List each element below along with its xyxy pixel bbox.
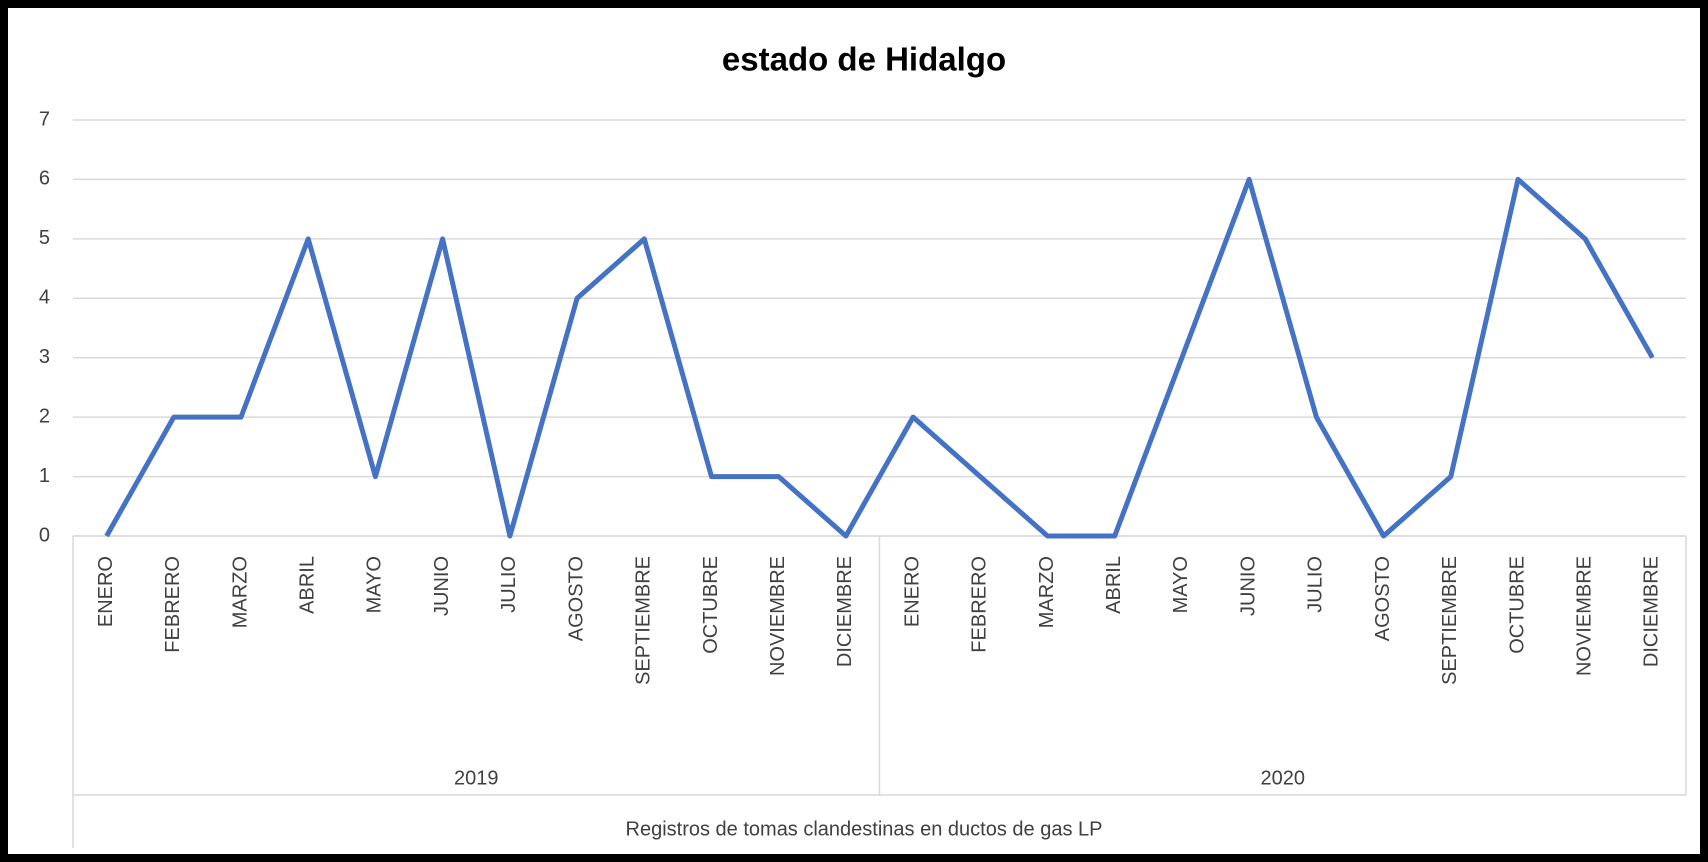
x-tick-label: MAYO <box>364 556 386 613</box>
y-tick-label: 1 <box>39 465 50 487</box>
group-label: 2020 <box>1261 767 1306 789</box>
x-tick-label: FEBRERO <box>162 556 184 653</box>
y-tick-label: 3 <box>39 346 50 368</box>
y-tick-label: 7 <box>39 108 50 130</box>
x-tick-label: JULIO <box>1305 556 1327 613</box>
y-tick-label: 6 <box>39 168 50 190</box>
y-tick-label: 2 <box>39 405 50 427</box>
x-tick-label: MARZO <box>229 556 251 628</box>
x-tick-label: ENERO <box>901 556 923 627</box>
x-tick-label: JUNIO <box>431 556 453 616</box>
x-tick-label: ABRIL <box>1103 556 1125 614</box>
group-label: 2019 <box>454 767 499 789</box>
x-tick-label: SEPTIEMBRE <box>1439 556 1461 685</box>
x-tick-label: DICIEMBRE <box>1641 556 1663 667</box>
y-tick-label: 4 <box>39 287 50 309</box>
x-tick-label: MAYO <box>1170 556 1192 613</box>
x-tick-label: AGOSTO <box>1372 556 1394 641</box>
x-axis-label: Registros de tomas clandestinas en ducto… <box>626 818 1103 840</box>
x-tick-label: JUNIO <box>1237 556 1259 616</box>
data-line <box>104 176 1655 539</box>
x-tick-label: NOVIEMBRE <box>1573 556 1595 676</box>
x-tick-label: DICIEMBRE <box>834 556 856 667</box>
x-tick-label: FEBRERO <box>969 556 991 653</box>
y-tick-label: 0 <box>39 524 50 546</box>
x-tick-label: ABRIL <box>297 556 319 614</box>
x-tick-label: AGOSTO <box>565 556 587 641</box>
x-tick-label: NOVIEMBRE <box>767 556 789 676</box>
x-tick-label: SEPTIEMBRE <box>633 556 655 685</box>
x-tick-label: JULIO <box>498 556 520 613</box>
x-tick-label: OCTUBRE <box>700 556 722 654</box>
x-tick-label: MARZO <box>1036 556 1058 628</box>
y-tick-label: 5 <box>39 227 50 249</box>
x-tick-label: OCTUBRE <box>1506 556 1528 654</box>
x-tick-label: ENERO <box>95 556 117 627</box>
chart-title: estado de Hidalgo <box>722 41 1006 78</box>
